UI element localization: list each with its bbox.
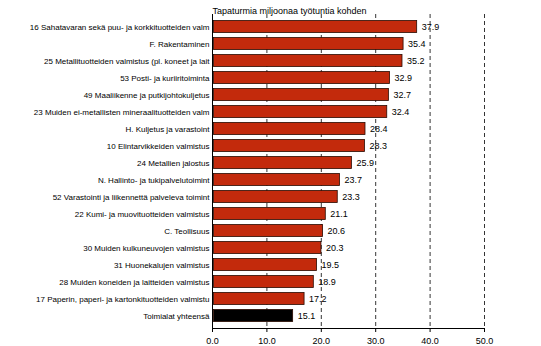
svg-text:40.0: 40.0: [421, 336, 439, 346]
svg-text:28 Muiden koneiden ja laitteid: 28 Muiden koneiden ja laitteiden valmist…: [59, 278, 209, 287]
svg-text:32.9: 32.9: [394, 73, 412, 83]
svg-text:17 Paperin, paperi- ja kartonk: 17 Paperin, paperi- ja kartonkituotteide…: [36, 295, 209, 304]
svg-text:24 Metallien jalostus: 24 Metallien jalostus: [137, 159, 209, 168]
svg-text:Tapaturmia miljoonaa työtuntia: Tapaturmia miljoonaa työtuntia kohden: [213, 6, 367, 16]
svg-text:20.3: 20.3: [326, 243, 344, 253]
svg-text:35.2: 35.2: [407, 56, 425, 66]
svg-text:30 Muiden kulkuneuvojen valmis: 30 Muiden kulkuneuvojen valmistus: [83, 244, 209, 253]
svg-text:10 Elintarvikkeiden valmistus: 10 Elintarvikkeiden valmistus: [107, 142, 210, 151]
svg-text:25.9: 25.9: [356, 158, 374, 168]
svg-text:50.0: 50.0: [476, 336, 494, 346]
svg-text:23.3: 23.3: [342, 192, 360, 202]
svg-text:31 Huonekalujen valmistus: 31 Huonekalujen valmistus: [114, 261, 210, 270]
svg-text:17.2: 17.2: [309, 294, 327, 304]
svg-text:F. Rakentaminen: F. Rakentaminen: [149, 40, 209, 49]
svg-text:C. Teollisuus: C. Teollisuus: [164, 227, 209, 236]
svg-text:10.0: 10.0: [258, 336, 276, 346]
svg-text:32.7: 32.7: [393, 90, 411, 100]
svg-text:Toimialat yhteensä: Toimialat yhteensä: [143, 312, 210, 321]
svg-text:23.7: 23.7: [344, 175, 362, 185]
svg-text:20.6: 20.6: [328, 226, 346, 236]
svg-text:H. Kuljetus ja varastoint: H. Kuljetus ja varastoint: [125, 125, 210, 134]
svg-text:28.4: 28.4: [370, 124, 388, 134]
svg-text:35.4: 35.4: [408, 39, 426, 49]
svg-text:53 Posti- ja kuriiritoiminta: 53 Posti- ja kuriiritoiminta: [120, 74, 210, 83]
svg-text:22 Kumi- ja muovituotteiden va: 22 Kumi- ja muovituotteiden valmistus: [75, 210, 210, 219]
svg-text:37.9: 37.9: [422, 22, 440, 32]
svg-text:N. Hallinto- ja tukipalvelutoi: N. Hallinto- ja tukipalvelutoimint: [98, 176, 210, 185]
svg-text:28.3: 28.3: [369, 141, 387, 151]
svg-text:18.9: 18.9: [318, 277, 336, 287]
svg-text:25 Metallituotteiden valmistus: 25 Metallituotteiden valmistus (pl. kone…: [44, 57, 210, 66]
svg-text:30.0: 30.0: [367, 336, 385, 346]
svg-text:0.0: 0.0: [206, 336, 219, 346]
svg-text:15.1: 15.1: [298, 311, 316, 321]
svg-text:49 Maaliikenne ja putkijohtoku: 49 Maaliikenne ja putkijohtokuljetus: [84, 91, 210, 100]
svg-text:32.4: 32.4: [392, 107, 410, 117]
svg-text:19.5: 19.5: [322, 260, 340, 270]
svg-text:20.0: 20.0: [313, 336, 331, 346]
svg-text:52 Varastointi ja liikennettä: 52 Varastointi ja liikennettä palveleva …: [53, 193, 211, 202]
svg-text:16 Sahatavaran sekä puu- ja ko: 16 Sahatavaran sekä puu- ja korkkituotte…: [30, 23, 210, 32]
svg-text:21.1: 21.1: [330, 209, 348, 219]
svg-text:23 Muiden ei-metallisten miner: 23 Muiden ei-metallisten mineraalituotte…: [34, 108, 210, 117]
